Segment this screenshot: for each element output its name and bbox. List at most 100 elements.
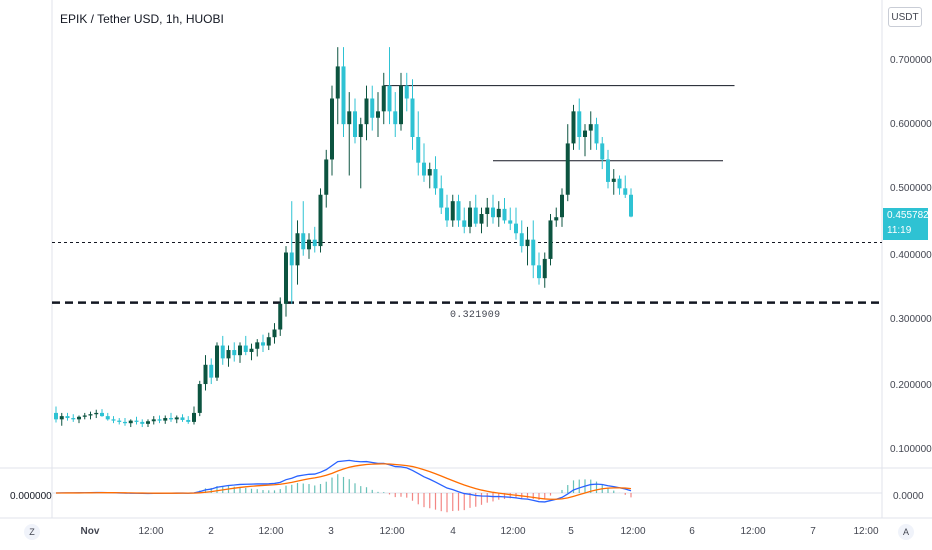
time-tick: 2 xyxy=(208,526,214,537)
candle xyxy=(174,417,179,420)
chart-title: EPIK / Tether USD, 1h, HUOBI xyxy=(60,12,224,26)
zoom-button[interactable]: Z xyxy=(24,524,40,540)
candle xyxy=(180,417,185,420)
candle xyxy=(278,303,283,330)
last-price-label: 0.455782 11:19 xyxy=(883,208,929,240)
candle xyxy=(186,419,191,422)
candle xyxy=(123,421,127,424)
candle xyxy=(508,220,513,224)
time-tick: 12:00 xyxy=(620,526,646,537)
candle xyxy=(617,178,622,189)
candle xyxy=(157,419,162,421)
candle xyxy=(226,350,231,359)
candle xyxy=(295,233,300,266)
candle xyxy=(571,111,576,144)
candle xyxy=(301,233,306,250)
candle xyxy=(416,137,421,163)
candle xyxy=(542,258,547,279)
candle xyxy=(376,111,380,118)
candle xyxy=(255,342,260,349)
price-tick: 0.700000 xyxy=(890,55,932,66)
candle xyxy=(404,85,409,99)
candle xyxy=(197,384,202,413)
time-tick: 4 xyxy=(450,526,456,537)
candle xyxy=(140,421,145,424)
candle xyxy=(445,207,449,221)
candle xyxy=(565,143,570,195)
candle xyxy=(100,412,104,417)
time-tick: 6 xyxy=(689,526,695,537)
candle xyxy=(261,342,265,346)
candle xyxy=(514,223,518,234)
signal-line xyxy=(55,463,632,500)
candle xyxy=(312,239,317,247)
candle xyxy=(537,265,541,279)
candle xyxy=(623,188,628,195)
time-tick: Nov xyxy=(80,526,100,537)
candle xyxy=(600,143,605,160)
candle xyxy=(209,364,214,378)
candle xyxy=(462,220,467,227)
time-tick: 12:00 xyxy=(740,526,766,537)
candle xyxy=(324,159,329,195)
candle xyxy=(370,98,375,118)
candle xyxy=(560,194,564,218)
candle xyxy=(473,207,478,224)
candle xyxy=(341,66,346,125)
candle xyxy=(335,66,340,99)
macd-value-label: 0.000000 xyxy=(10,491,52,502)
candle xyxy=(146,421,150,424)
candle xyxy=(88,414,93,416)
price-tick: 0.200000 xyxy=(890,380,932,391)
candle xyxy=(554,217,559,221)
time-tick: 5 xyxy=(568,526,574,537)
price-tick: 0.400000 xyxy=(890,250,932,261)
candle xyxy=(347,111,352,125)
candle xyxy=(422,162,426,176)
candle xyxy=(307,239,311,250)
candle xyxy=(192,412,196,422)
candle xyxy=(243,345,248,352)
candle xyxy=(427,169,432,176)
candle xyxy=(583,130,587,137)
candle xyxy=(485,207,490,214)
candle xyxy=(65,416,70,419)
candle xyxy=(479,214,484,224)
candle xyxy=(439,188,444,208)
candle xyxy=(353,111,357,137)
candle xyxy=(134,420,139,422)
auto-scale-button[interactable]: A xyxy=(898,524,914,540)
candle xyxy=(284,252,288,304)
candle xyxy=(399,85,403,125)
candle xyxy=(163,418,168,421)
time-tick: 7 xyxy=(810,526,816,537)
candle xyxy=(71,418,76,420)
candle xyxy=(433,169,438,189)
macd-scale-label: 0.0000 xyxy=(893,491,924,502)
currency-button[interactable]: USDT xyxy=(888,7,922,27)
time-tick: 12:00 xyxy=(379,526,405,537)
candle xyxy=(330,98,334,160)
candle xyxy=(249,348,254,352)
candle xyxy=(94,412,99,415)
candle xyxy=(111,419,116,421)
candle xyxy=(393,111,398,125)
candle xyxy=(381,85,386,112)
candle xyxy=(238,345,242,356)
candle xyxy=(318,194,323,247)
candle xyxy=(169,418,173,420)
candle xyxy=(525,239,530,247)
candle xyxy=(548,220,553,259)
candle xyxy=(519,233,524,247)
candle xyxy=(594,124,599,144)
candle xyxy=(220,345,225,359)
candle xyxy=(456,201,461,221)
time-tick: 12:00 xyxy=(853,526,879,537)
last-price-value: 0.455782 xyxy=(887,210,929,221)
candle xyxy=(128,420,133,424)
price-tick: 0.600000 xyxy=(890,119,932,130)
candle xyxy=(289,252,294,266)
candle xyxy=(151,419,156,422)
candle xyxy=(629,194,633,217)
